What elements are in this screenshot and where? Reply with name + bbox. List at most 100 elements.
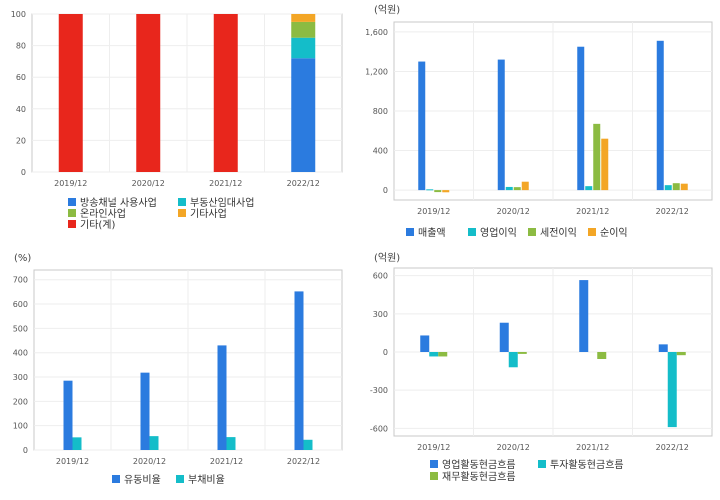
bar [521, 181, 529, 191]
bar [505, 186, 513, 191]
bar [140, 372, 150, 450]
x-tick-label: 2022/12 [287, 457, 320, 466]
bar [149, 436, 159, 450]
legend-label: 온라인사업 [80, 207, 126, 220]
legend-label: 영업이익 [480, 226, 517, 239]
bar [418, 61, 426, 191]
bar [499, 322, 509, 352]
y-tick-label: 1,200 [365, 67, 388, 76]
y-tick-label: 300 [373, 310, 388, 319]
bar [58, 14, 83, 172]
bar [601, 138, 609, 191]
legend-swatch [112, 475, 120, 483]
y-tick-label: 100 [11, 10, 26, 19]
legend-swatch [406, 228, 414, 236]
income-unit-label: (억원) [374, 4, 400, 16]
bar [517, 352, 527, 354]
x-tick-label: 2020/12 [133, 457, 166, 466]
bar [426, 189, 434, 191]
bar [434, 190, 442, 193]
y-tick-label: 400 [373, 147, 388, 156]
bar [291, 37, 316, 59]
legend-label: 유동비율 [124, 474, 161, 486]
bar [226, 437, 236, 450]
bar [420, 335, 430, 352]
legend-label: 영업활동현금흐름 [442, 458, 516, 471]
bar [658, 344, 668, 352]
cashflow-unit-label: (억원) [374, 252, 400, 264]
x-tick-label: 2022/12 [287, 179, 320, 188]
ratio-chart: (%) 2019/12 2020/12 2021/12 2022/12 0 100 200… [13, 253, 343, 486]
x-tick-label: 2019/12 [54, 179, 87, 188]
bar [577, 46, 585, 191]
legend-swatch [68, 198, 76, 206]
legend-swatch [430, 472, 438, 480]
y-tick-label: 1,600 [365, 28, 388, 37]
legend-swatch [176, 475, 184, 483]
legend-label: 세전이익 [540, 227, 577, 239]
legend-label: 투자활동현금흐름 [550, 458, 624, 471]
y-tick-label: 300 [13, 373, 28, 382]
bar [664, 185, 672, 191]
x-tick-label: 2019/12 [417, 443, 450, 452]
legend-label: 재무활동현금흐름 [442, 470, 516, 483]
x-tick-label: 2021/12 [576, 207, 609, 216]
x-tick-label: 2022/12 [656, 207, 689, 216]
cashflow-panel: (억원) 2019/12 2020/12 2021/12 2022/12 -600 -3… [360, 248, 720, 496]
x-tick-label: 2020/12 [497, 443, 530, 452]
legend-label: 기타(계) [80, 219, 116, 231]
x-tick-label: 2021/12 [576, 443, 609, 452]
x-tick-label: 2022/12 [656, 443, 689, 452]
bar [597, 352, 607, 359]
legend-swatch [68, 220, 76, 228]
legend-swatch [528, 228, 536, 236]
y-tick-label: 40 [16, 105, 26, 114]
legend-swatch [430, 460, 438, 468]
bar [72, 437, 82, 450]
y-tick-label: 600 [373, 272, 388, 281]
bar [63, 380, 73, 450]
legend-swatch [178, 209, 186, 217]
x-tick-label: 2020/12 [132, 179, 165, 188]
bar [303, 439, 313, 450]
legend-label: 부동산임대사업 [190, 196, 254, 209]
bar [294, 291, 304, 450]
y-tick-label: 100 [13, 422, 28, 431]
ratio-unit-label: (%) [14, 253, 31, 264]
bar [593, 123, 601, 191]
legend-label: 기타사업 [190, 207, 227, 220]
legend-label: 부채비율 [188, 474, 225, 486]
y-tick-label: 60 [16, 73, 26, 82]
legend-swatch [588, 228, 596, 236]
y-tick-label: 80 [16, 42, 26, 51]
legend-swatch [538, 460, 546, 468]
legend-label: 순이익 [600, 227, 628, 239]
bar [291, 21, 316, 38]
x-tick-label: 2020/12 [497, 207, 530, 216]
bar [217, 345, 227, 450]
y-tick-label: 20 [16, 136, 26, 145]
y-tick-label: 0 [383, 186, 388, 195]
bar [442, 190, 450, 193]
y-tick-label: 0 [23, 446, 28, 455]
bar [667, 352, 677, 428]
bar [656, 40, 664, 191]
bar [136, 14, 161, 172]
x-tick-label: 2021/12 [210, 457, 243, 466]
y-tick-label: 400 [13, 349, 28, 358]
x-tick-label: 2019/12 [417, 207, 450, 216]
y-tick-label: 0 [383, 348, 388, 357]
revenue-composition-panel: 2019/12 2020/12 2021/12 2022/12 0 20 40 60 80 10… [0, 0, 350, 245]
bar [497, 59, 505, 191]
y-tick-label: -300 [370, 386, 388, 395]
bar [291, 58, 316, 172]
legend-label: 방송채널 사용사업 [80, 196, 157, 209]
y-tick-label: 800 [373, 107, 388, 116]
bar [585, 186, 593, 191]
bar [213, 14, 238, 172]
bar [513, 187, 521, 191]
bar [508, 352, 518, 368]
y-tick-label: 700 [13, 276, 28, 285]
bar [429, 352, 439, 357]
ratio-panel: (%) 2019/12 2020/12 2021/12 2022/12 0 100 200… [0, 248, 350, 496]
